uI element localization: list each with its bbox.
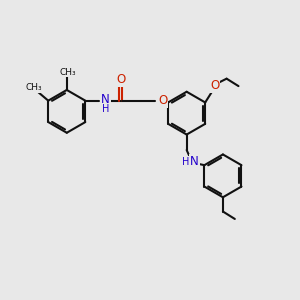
- Text: O: O: [158, 94, 167, 106]
- Text: CH₃: CH₃: [25, 83, 42, 92]
- Text: N: N: [190, 155, 199, 168]
- Text: H: H: [102, 104, 109, 114]
- Text: H: H: [182, 157, 189, 167]
- Text: N: N: [101, 93, 110, 106]
- Text: O: O: [116, 74, 126, 86]
- Text: CH₃: CH₃: [59, 68, 76, 76]
- Text: O: O: [210, 79, 219, 92]
